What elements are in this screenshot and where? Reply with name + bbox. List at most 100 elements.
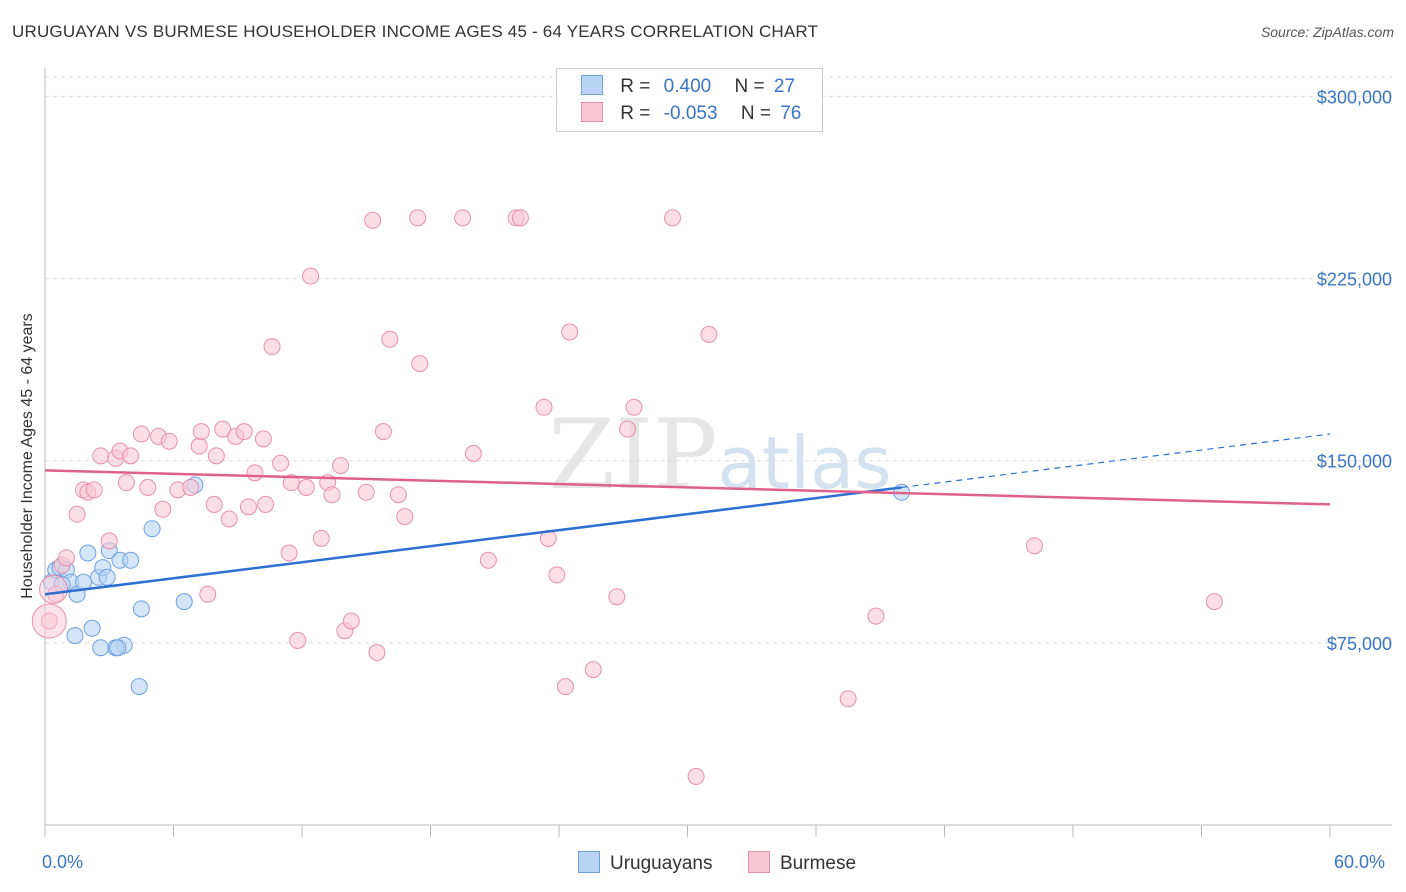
y-tick-label: $225,000: [1317, 270, 1392, 290]
uruguayan-point: [92, 639, 110, 657]
burmese-point: [154, 500, 172, 518]
burmese-point: [357, 483, 375, 501]
legend-swatch-burmese: [581, 102, 603, 122]
burmese-point: [68, 505, 86, 523]
y-tick-label: $150,000: [1317, 452, 1392, 472]
legend-label-uruguayans: Uruguayans: [610, 853, 713, 874]
burmese-point: [263, 338, 281, 356]
legend-swatch-uruguayans: [581, 75, 603, 95]
burmese-point: [411, 355, 429, 373]
legend-n-label: N =: [740, 103, 771, 124]
y-tick-label: $75,000: [1327, 634, 1392, 654]
uruguayan-point: [132, 600, 150, 618]
uruguayan-point: [66, 627, 84, 645]
legend-swatch-burmese: [748, 851, 770, 873]
burmese-point: [312, 529, 330, 547]
burmese-point: [535, 398, 553, 416]
uruguayan-trend-extension: [901, 433, 1331, 489]
burmese-point: [139, 478, 157, 496]
burmese-point: [205, 495, 223, 513]
uruguayan-point: [175, 593, 193, 611]
correlation-legend: R = 0.400 N = 27 R = -0.053 N = 76: [556, 68, 823, 132]
burmese-point: [619, 420, 637, 438]
burmese-point: [117, 474, 135, 492]
burmese-point: [257, 495, 275, 513]
legend-swatch-uruguayans: [578, 851, 600, 873]
burmese-point-cluster: [39, 574, 69, 604]
legend-r-value: 0.400: [663, 76, 712, 97]
burmese-point: [160, 432, 178, 450]
burmese-point: [342, 612, 360, 630]
legend-n-value: 76: [780, 103, 802, 124]
burmese-point: [381, 330, 399, 348]
legend-n-value: 27: [773, 76, 796, 97]
burmese-point: [235, 423, 253, 441]
chart-title: URUGUAYAN VS BURMESE HOUSEHOLDER INCOME …: [12, 22, 819, 41]
burmese-point: [122, 447, 140, 465]
legend-row-uruguayans: R = 0.400 N = 27: [581, 75, 795, 98]
burmese-point: [511, 209, 529, 227]
burmese-point: [608, 588, 626, 606]
burmese-point: [464, 444, 482, 462]
burmese-point: [561, 323, 579, 341]
burmese-point: [584, 661, 602, 679]
burmese-point: [132, 425, 150, 443]
legend-r-label: R =: [620, 103, 651, 124]
uruguayan-point: [98, 568, 116, 586]
burmese-point: [625, 398, 643, 416]
burmese-point: [368, 644, 386, 662]
burmese-point: [282, 474, 300, 492]
burmese-point: [192, 423, 210, 441]
burmese-point: [389, 486, 407, 504]
burmese-point: [364, 211, 382, 229]
burmese-point-cluster: [31, 603, 67, 639]
series-legend-burmese[interactable]: Burmese: [748, 851, 856, 875]
burmese-point: [239, 498, 257, 516]
burmese-point: [687, 767, 705, 785]
y-axis-label: Householder Income Ages 45 - 64 years: [19, 313, 36, 599]
burmese-point: [839, 690, 857, 708]
x-tick-label-max: 60.0%: [1334, 852, 1386, 872]
burmese-point: [297, 478, 315, 496]
burmese-trend-line: [44, 469, 1331, 506]
uruguayan-point: [83, 619, 101, 637]
burmese-point: [92, 447, 110, 465]
burmese-point: [207, 447, 225, 465]
legend-r-value: -0.053: [663, 103, 718, 124]
uruguayan-point: [130, 678, 148, 696]
x-tick-label-min: 0.0%: [42, 852, 84, 872]
burmese-point: [220, 510, 238, 528]
burmese-point: [323, 486, 341, 504]
uruguayan-trend-line: [44, 486, 902, 596]
burmese-point: [302, 267, 320, 285]
burmese-point: [182, 478, 200, 496]
source-credit: Source: ZipAtlas.com: [1260, 24, 1394, 40]
burmese-point: [85, 481, 103, 499]
y-tick-label: $300,000: [1317, 87, 1392, 107]
watermark: ZIPatlas: [548, 399, 891, 511]
burmese-point: [57, 549, 75, 567]
uruguayan-point: [79, 544, 97, 562]
burmese-point: [396, 508, 414, 526]
burmese-point: [214, 420, 232, 438]
burmese-point: [479, 551, 497, 569]
legend-row-burmese: R = -0.053 N = 76: [581, 102, 801, 125]
burmese-point: [548, 566, 566, 584]
burmese-point: [1025, 537, 1043, 555]
uruguayan-point: [143, 520, 161, 538]
burmese-point: [374, 423, 392, 441]
burmese-point: [254, 430, 272, 448]
burmese-point: [246, 464, 264, 482]
uruguayan-point: [109, 639, 127, 657]
burmese-point: [199, 585, 217, 603]
legend-label-burmese: Burmese: [780, 853, 857, 874]
burmese-point: [272, 454, 290, 472]
burmese-point: [280, 544, 298, 562]
burmese-point: [867, 607, 885, 625]
legend-r-label: R =: [620, 76, 651, 97]
burmese-point: [454, 209, 472, 227]
burmese-point: [409, 209, 427, 227]
burmese-point: [556, 678, 574, 696]
series-legend-uruguayans[interactable]: Uruguayans: [578, 851, 712, 875]
